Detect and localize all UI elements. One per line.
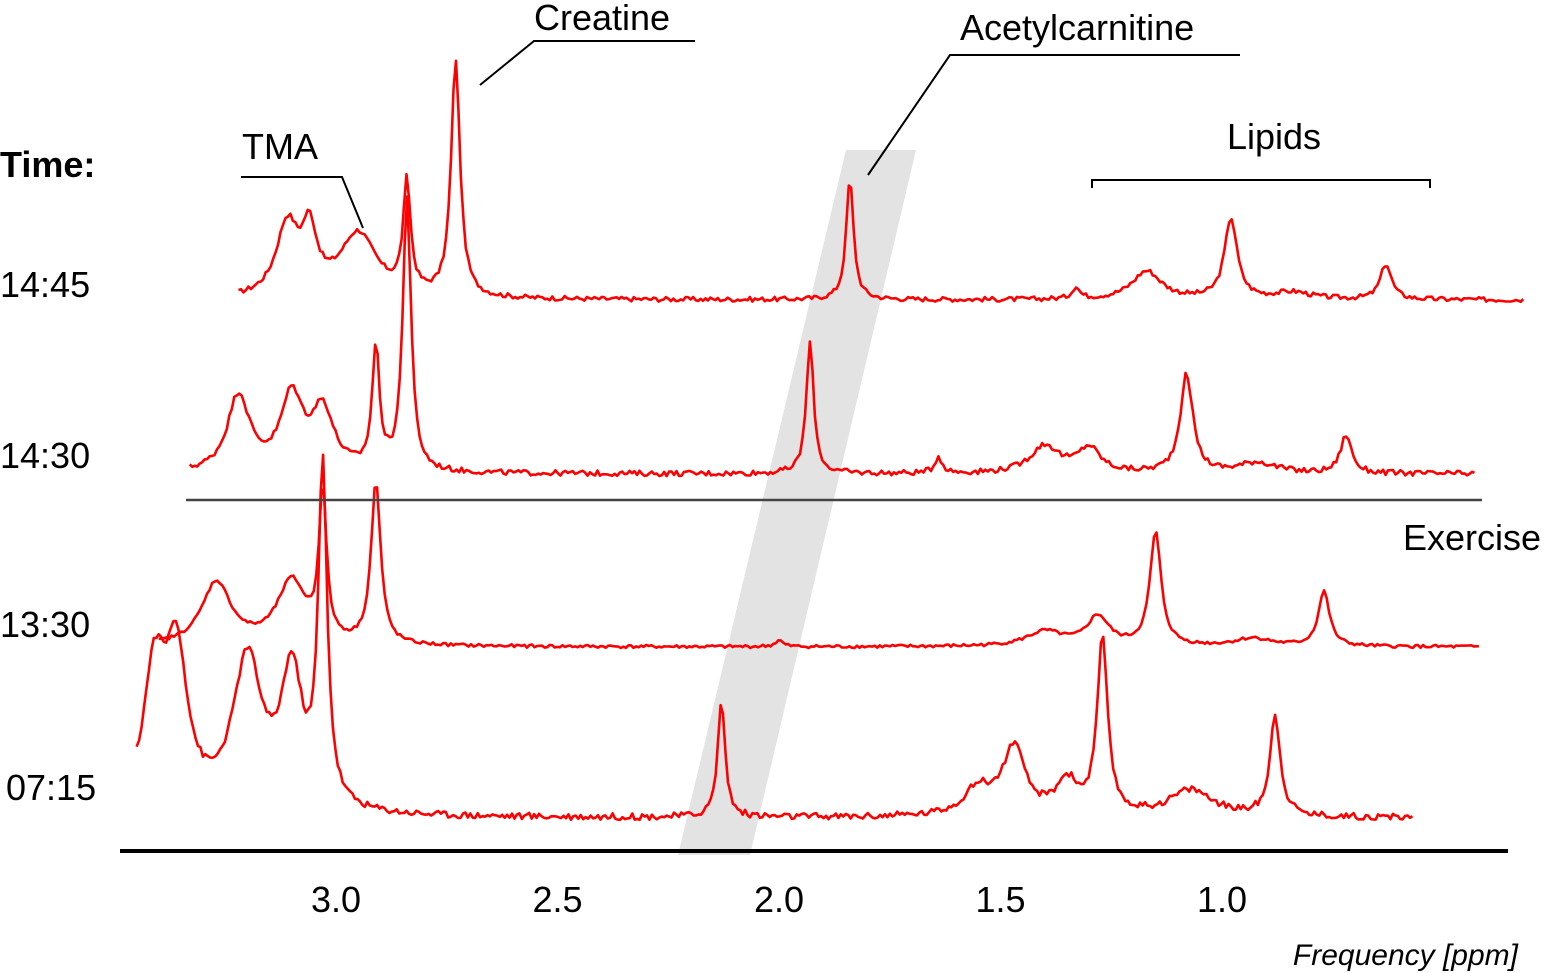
annotation-creatine: Creatine [534, 0, 670, 38]
time-label-1330: 13:30 [0, 604, 90, 645]
tma-leader-line [241, 176, 364, 229]
exercise-label: Exercise [1403, 517, 1541, 558]
acetylcarnitine-highlight-band [678, 150, 916, 855]
time-label-1445: 14:45 [0, 264, 90, 305]
x-tick-label: 3.0 [311, 879, 361, 920]
x-tick-label: 1.5 [975, 879, 1025, 920]
x-tick-label: 1.0 [1197, 879, 1247, 920]
spectrum-line-1330 [158, 486, 1479, 650]
spectrum-line-0715 [135, 453, 1414, 822]
creatine-leader-line [479, 40, 695, 86]
time-label-0715: 07:15 [6, 767, 96, 808]
spectra-lines [135, 59, 1525, 822]
x-tick-label: 2.5 [532, 879, 582, 920]
annotation-tma: TMA [242, 126, 318, 167]
time-label-1430: 14:30 [0, 435, 90, 476]
annotation-lipids: Lipids [1227, 116, 1321, 157]
spectrum-line-1430 [188, 195, 1475, 478]
lipids-bracket [1091, 179, 1431, 188]
x-tick-label: 2.0 [754, 879, 804, 920]
spectrum-line-1445 [238, 59, 1525, 304]
time-heading: Time: [0, 144, 95, 185]
annotation-acetylcarnitine: Acetylcarnitine [960, 7, 1194, 48]
x-axis-label: Frequency [ppm] [1293, 939, 1519, 972]
x-tick-labels: 3.0 2.5 2.0 1.5 1.0 [311, 879, 1247, 920]
time-labels: 14:45 14:30 13:30 07:15 [0, 264, 96, 808]
acetylcarnitine-leader-line [867, 54, 1240, 176]
